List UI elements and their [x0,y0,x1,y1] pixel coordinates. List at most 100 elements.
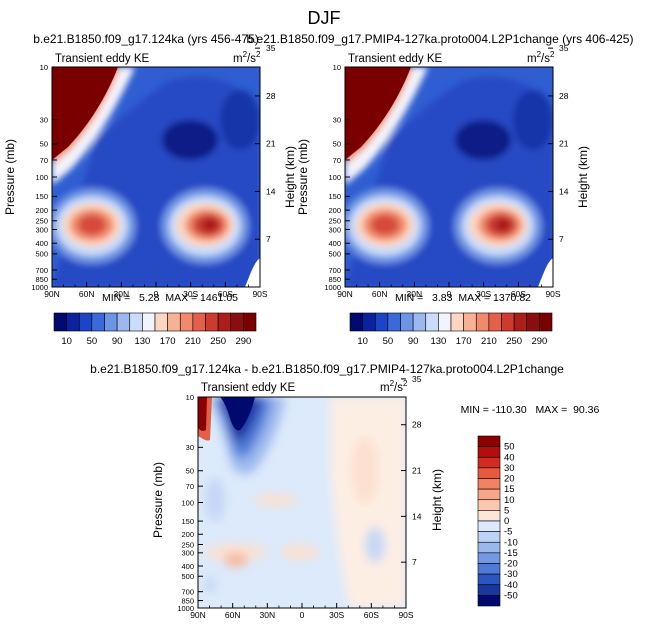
colorbar-swatch [362,312,376,332]
y-tick-label: 50 [40,140,48,149]
stats-top-right: MIN = 3.83 MAX = 1370.82 [395,292,531,304]
y2-tick-label: 14 [266,186,276,196]
run-title-top-right: b.e21.B1850.f09_g17.PMIP4-127ka.proto004… [247,32,634,46]
colorbar-label: 10 [61,336,72,347]
colorbar-swatch [425,312,439,332]
x-tick-label: 90N [337,289,353,299]
y-tick-label: 100 [181,498,194,507]
colorbar-swatch [526,312,540,332]
colorbar-top-right: 10 50 90 130 170 210 250 290 [349,312,553,347]
y2-tick-label: 35 [412,374,422,384]
x-tick-label: 30N [260,610,276,620]
axes-bottom: 90N 60N 30N 0 30S 60S 90S103050701001502002503… [177,374,421,620]
y-axis-label-top-right: Pressure (mb) [296,139,310,215]
y-tick-label: 100 [328,173,341,182]
units-top-right: m2/s2 [527,50,555,65]
axes-top-left: 90N 60N 30N 0 30S 60S 90S103050701001502002503… [31,43,275,299]
run-title-bottom: b.e21.B1850.f09_g17.124ka - b.e21.B1850.… [90,362,564,376]
y-tick-label: 50 [186,467,194,476]
colorbar-swatch [477,595,501,607]
colorbar-label: 30 [504,463,515,474]
x-tick-label: 90N [44,289,60,299]
panel-top-left: b.e21.B1850.f09_g17.124ka (yrs 456-475) … [3,32,297,347]
colorbar-swatch [477,488,501,501]
y-tick-label: 10 [186,393,194,402]
colorbar-swatch [475,312,490,332]
figure-title: DJF [308,8,341,28]
colorbar-label: -50 [504,590,518,601]
colorbar-label: 210 [185,336,201,347]
y-tick-label: 300 [328,225,341,234]
x-tick-label: 60N [225,610,241,620]
y-tick-label: 30 [40,115,48,124]
x-tick-label: 60N [372,289,388,299]
panel-bottom-difference: b.e21.B1850.f09_g17.124ka - b.e21.B1850.… [90,362,599,620]
colorbar-swatch [104,312,118,332]
colorbar-swatch [477,541,501,554]
colorbar-swatch [477,478,501,490]
y-tick-label: 150 [35,192,48,201]
y-tick-label: 700 [181,587,194,596]
colorbar-label: -30 [504,569,518,580]
colorbar-label: 290 [235,336,251,347]
y-tick-label: 850 [328,275,341,284]
colorbar-swatch [513,312,528,332]
colorbar-label: 15 [504,484,515,495]
y-tick-label: 70 [333,156,341,165]
colorbar-label: 130 [430,336,446,347]
y-tick-label: 400 [328,239,341,248]
y-tick-label: 30 [333,115,341,124]
y-tick-label: 1000 [31,283,48,292]
y-axis-label-bottom: Pressure (mb) [151,462,165,538]
colorbar-label: -40 [504,580,518,591]
colorbar-swatch [438,312,452,332]
colorbar-swatch [53,312,67,332]
colorbar-swatch [192,312,206,332]
y-tick-label: 250 [181,540,194,549]
colorbar-label: 50 [383,336,394,347]
y-tick-label: 150 [328,192,341,201]
y-tick-label: 500 [35,250,48,259]
contour-field-bottom [198,397,406,608]
colorbar-swatch [488,312,502,332]
panel-label-top-left: Transient eddy KE [55,53,150,65]
run-title-top-left: b.e21.B1850.f09_g17.124ka (yrs 456-475) [33,32,259,46]
x-tick-label: 30N [407,289,423,299]
colorbar-swatch [154,312,168,332]
contour-field-top-right [345,67,553,287]
y-tick-label: 200 [328,206,341,215]
y-tick-label: 300 [181,549,194,558]
y-tick-label: 100 [35,173,48,182]
colorbar-swatch [477,456,501,469]
y-tick-label: 70 [186,482,194,491]
colorbar-label: 5 [504,505,509,516]
colorbar-top-left: 10 50 90 130 170 210 250 290 [53,312,257,347]
x-tick-label: 30S [329,610,344,620]
colorbar-swatch [450,312,464,332]
colorbar-label: 50 [504,442,515,453]
y-axis-label-top-left: Pressure (mb) [3,139,17,215]
colorbar-label: 10 [504,495,515,506]
y-tick-label: 200 [181,530,194,539]
colorbar-swatch [412,312,427,332]
y-tick-label: 400 [35,239,48,248]
y2-tick-label: 28 [412,420,422,430]
colorbar-label: -10 [504,537,518,548]
y2-tick-label: 7 [266,234,271,244]
y-tick-label: 300 [35,225,48,234]
colorbar-swatch [477,584,501,596]
colorbar-swatch [477,531,501,543]
stats-top-left: MIN = 5.28 MAX = 1461.05 [102,292,238,304]
colorbar-swatch [243,312,257,332]
y-tick-label: 1000 [177,604,194,613]
y2-axis-label-top-left: Height (km) [283,146,297,208]
colorbar-swatch [477,510,501,522]
x-tick-label: 60S [364,610,379,620]
y2-tick-label: 14 [559,186,569,196]
colorbar-swatch [477,446,501,458]
y-tick-label: 400 [181,562,194,571]
x-tick-label: 90S [398,610,413,620]
x-tick-label: 0 [447,289,452,299]
colorbar-label: -15 [504,548,518,559]
